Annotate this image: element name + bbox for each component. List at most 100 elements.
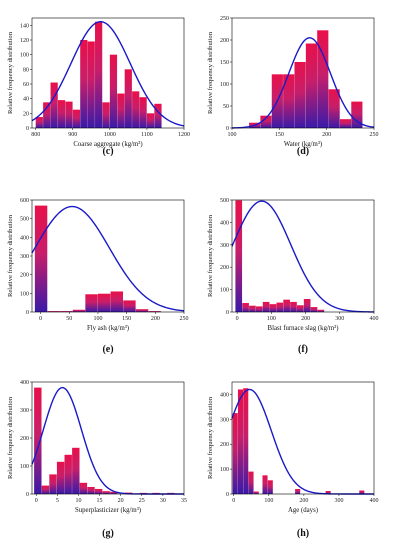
y-tick-label: 40 [23,97,29,103]
x-tick-label: 300 [335,316,344,322]
histogram-bar [235,200,243,312]
y-tick-label: 300 [20,254,29,260]
x-tick-label: 200 [301,316,310,322]
histogram-bar [135,309,149,312]
histogram-bar [117,93,125,128]
y-axis-label: Relative frequency distribution [207,31,214,114]
y-tick-label: 300 [220,243,229,249]
histogram-bar [248,471,254,494]
x-tick-label: 50 [66,316,72,322]
x-tick-label: 250 [370,132,379,138]
x-tick-label: 250 [180,316,189,322]
x-tick-label: 0 [232,498,235,504]
x-tick-label: 400 [370,316,379,322]
histogram-bar [253,491,259,494]
y-tick-label: 400 [20,235,29,241]
histogram-bar [85,294,98,312]
x-tick-label: 30 [160,498,166,504]
histogram-bar [35,117,43,128]
y-tick-label: 200 [220,265,229,271]
x-tick-label: 10 [75,498,81,504]
x-tick-label: 5 [56,498,59,504]
chart-panel-c: 800 900 1000 1100 1200 0 20 40 60 80 100 120 140 Coar… [7,17,190,157]
y-axis-label: Relative frequency distribution [7,214,14,297]
histogram-bar [146,113,155,128]
x-tick-label: 200 [299,498,308,504]
y-tick-label: 120 [20,38,29,44]
panel-label: (d) [297,146,309,157]
histogram-bar [317,30,329,128]
histogram-bar [276,302,284,312]
y-tick-label: 500 [20,217,29,223]
histogram-bar [41,485,50,494]
histogram-bar [94,488,103,494]
plot-frame [231,17,375,129]
y-axis-label: Relative frequency distribution [207,214,214,297]
y-tick-label: 150 [220,60,229,66]
histogram-bar [148,311,161,312]
x-tick-label: 200 [322,132,331,138]
histogram-bar [72,447,80,494]
histogram-bar [64,454,72,494]
histogram-bar [109,54,118,128]
histogram-bar [132,91,140,128]
plot-frame [31,17,185,129]
histogram-bar [80,40,88,128]
plot-frame [231,199,375,313]
y-tick-label: 200 [220,38,229,44]
x-tick-label: 900 [68,132,77,138]
y-tick-label: 50 [223,104,229,110]
histogram-bar [65,101,73,128]
y-tick-label: 100 [20,53,29,59]
x-tick-label: 0 [236,316,239,322]
y-tick-label: 0 [226,126,229,132]
y-tick-label: 200 [20,273,29,279]
x-tick-label: 800 [31,132,40,138]
y-tick-label: 100 [220,82,229,88]
histogram-bar [232,413,238,494]
histogram-bar [154,103,162,128]
y-tick-label: 0 [226,492,229,498]
y-tick-label: 200 [220,442,229,448]
x-tick-label: 100 [267,316,276,322]
y-tick-label: 0 [26,126,29,132]
y-tick-label: 20 [23,111,29,117]
y-tick-label: 0 [226,310,229,316]
x-tick-label: 0 [35,498,38,504]
chart-panel-g: 0 5 10 15 20 25 30 35 0 100 200 300 400 Superplastici… [7,380,187,539]
histogram-bar [43,102,51,128]
histogram-bar [269,304,277,312]
y-tick-label: 0 [26,492,29,498]
histogram-bar [303,299,311,312]
histogram-bar [283,74,295,128]
histogram-bar [97,293,111,312]
histogram-bar [283,299,290,312]
histogram-bar [110,291,123,312]
x-tick-label: 35 [181,498,187,504]
histogram-bar [102,102,110,128]
x-tick-label: 1000 [104,132,116,138]
x-tick-label: 300 [334,498,343,504]
histogram-bar [290,301,297,312]
y-tick-label: 100 [220,467,229,473]
y-tick-label: 250 [220,16,229,22]
chart-panel-f: 0 100 200 300 400 0 100 200 300 400 500 Blast furna… [207,198,379,355]
y-tick-label: 100 [20,291,29,297]
histogram-bar [34,387,42,494]
y-axis-label: Relative frequency distribution [7,31,14,114]
x-tick-label: 100 [93,316,102,322]
y-tick-label: 140 [20,23,29,29]
chart-panel-e: 0 50 100 150 200 250 0 100 200 300 400 500 600 Fly as… [7,198,189,355]
panel-label: (f) [298,344,308,355]
histogram-bar [57,100,66,128]
y-tick-label: 100 [20,464,29,470]
histogram-bar [237,389,244,494]
x-tick-label: 1200 [178,132,190,138]
panel-label: (h) [297,528,309,539]
normal-fit-curve [31,205,185,312]
histogram-bar [351,101,363,128]
panel-label: (e) [102,344,113,355]
histogram-bar [243,388,249,494]
y-tick-label: 80 [23,67,29,73]
